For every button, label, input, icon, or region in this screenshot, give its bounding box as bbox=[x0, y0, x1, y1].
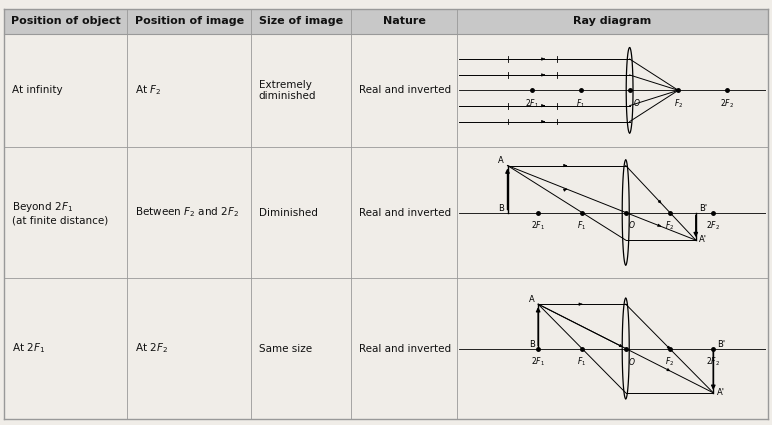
Text: Extremely
diminished: Extremely diminished bbox=[259, 79, 316, 101]
Text: B': B' bbox=[699, 204, 707, 213]
Text: $2F_1$: $2F_1$ bbox=[525, 97, 540, 110]
Text: Ray diagram: Ray diagram bbox=[574, 16, 652, 26]
Text: $2F_2$: $2F_2$ bbox=[706, 356, 720, 368]
Text: Position of object: Position of object bbox=[11, 16, 120, 26]
Text: Same size: Same size bbox=[259, 343, 312, 354]
Text: $2F_1$: $2F_1$ bbox=[531, 356, 545, 368]
Text: Diminished: Diminished bbox=[259, 207, 317, 218]
Text: A': A' bbox=[699, 235, 707, 244]
Text: B: B bbox=[498, 204, 504, 213]
Text: Beyond $2F_1$
(at finite distance): Beyond $2F_1$ (at finite distance) bbox=[12, 200, 108, 225]
Text: A: A bbox=[529, 295, 535, 304]
Text: $F_1$: $F_1$ bbox=[577, 97, 586, 110]
Text: Real and inverted: Real and inverted bbox=[359, 207, 451, 218]
Text: A: A bbox=[498, 156, 504, 165]
Text: $2F_2$: $2F_2$ bbox=[706, 219, 720, 232]
Text: Nature: Nature bbox=[383, 16, 425, 26]
Text: $O$: $O$ bbox=[632, 97, 640, 108]
Text: Between $F_2$ and $2F_2$: Between $F_2$ and $2F_2$ bbox=[135, 206, 239, 219]
Text: At $2F_2$: At $2F_2$ bbox=[135, 342, 168, 355]
Text: Position of image: Position of image bbox=[134, 16, 244, 26]
Text: $F_2$: $F_2$ bbox=[665, 219, 674, 232]
Text: At $F_2$: At $F_2$ bbox=[135, 83, 161, 97]
Text: B': B' bbox=[716, 340, 725, 349]
Text: Size of image: Size of image bbox=[259, 16, 343, 26]
Text: $2F_1$: $2F_1$ bbox=[531, 219, 545, 232]
Text: B: B bbox=[529, 340, 535, 349]
Text: $F_2$: $F_2$ bbox=[674, 97, 683, 110]
Text: $F_1$: $F_1$ bbox=[577, 219, 587, 232]
Text: $O$: $O$ bbox=[628, 219, 636, 230]
Text: $F_2$: $F_2$ bbox=[665, 356, 674, 368]
Text: Real and inverted: Real and inverted bbox=[359, 85, 451, 95]
Bar bbox=[4, 8, 768, 34]
Text: $O$: $O$ bbox=[628, 356, 636, 367]
Text: A': A' bbox=[716, 388, 725, 397]
Text: $F_1$: $F_1$ bbox=[577, 356, 587, 368]
Text: At $2F_1$: At $2F_1$ bbox=[12, 342, 45, 355]
Text: At infinity: At infinity bbox=[12, 85, 63, 95]
Text: Real and inverted: Real and inverted bbox=[359, 343, 451, 354]
Text: $2F_2$: $2F_2$ bbox=[720, 97, 734, 110]
